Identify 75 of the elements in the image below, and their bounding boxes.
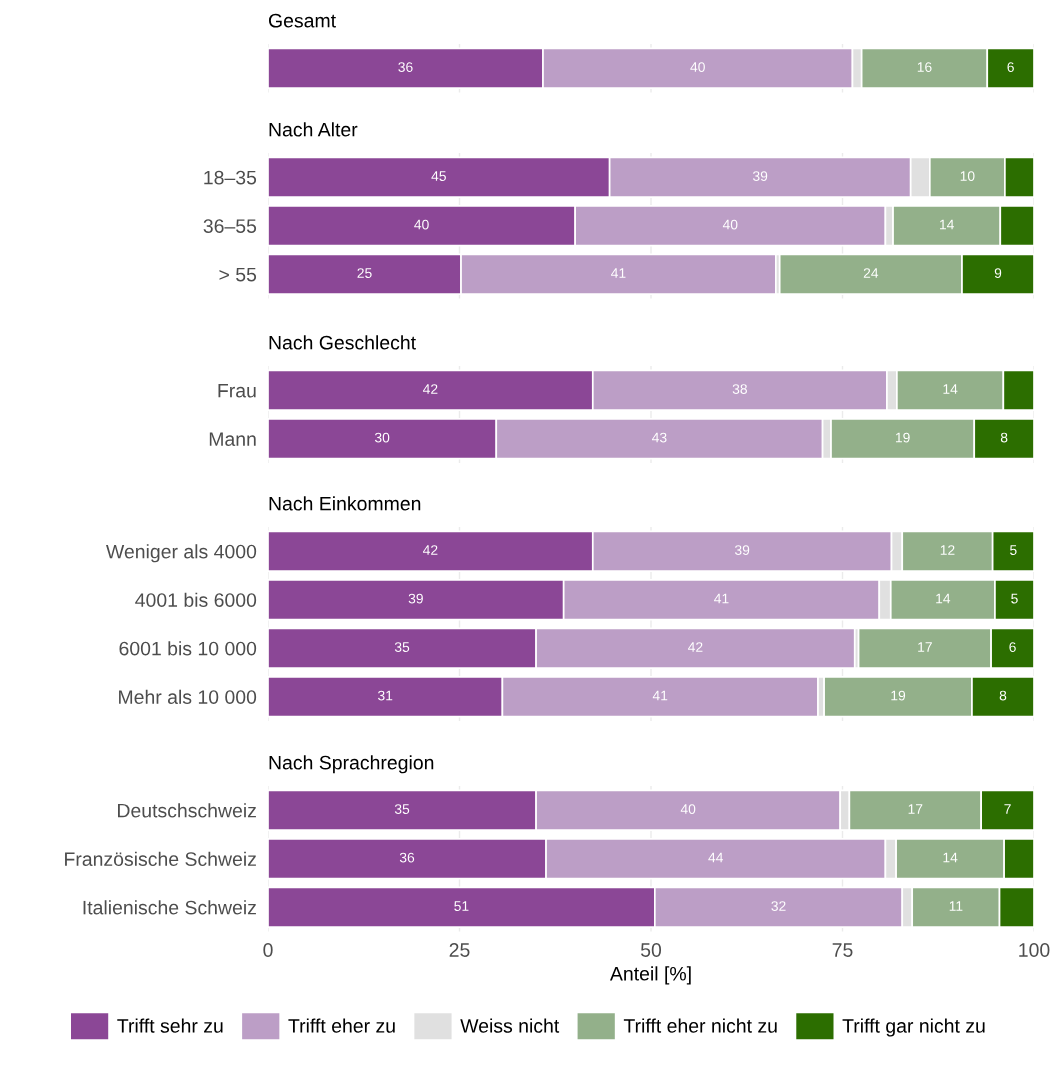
data-label: 9 (994, 268, 1002, 278)
y-tick-label: Deutschschweiz (118, 803, 256, 818)
data-label: 5 (1010, 545, 1017, 555)
data-label: 39 (734, 545, 750, 555)
data-label: 39 (752, 171, 768, 181)
legend-label: Trifft eher zu (288, 1018, 395, 1033)
chart-title: Nach Sprachregion (269, 755, 434, 774)
data-label: 30 (374, 432, 390, 443)
data-label: 43 (652, 432, 667, 443)
data-label: 51 (454, 901, 469, 911)
data-label: 14 (943, 852, 958, 863)
data-label: 31 (378, 690, 393, 701)
data-label: 16 (917, 62, 932, 72)
data-label: 39 (408, 593, 423, 604)
data-label: 38 (732, 384, 747, 394)
y-tick-label: 4001 bis 6000 (135, 592, 257, 607)
data-label: 40 (722, 219, 738, 230)
y-tick-label: 36–55 (203, 219, 257, 233)
data-label: 12 (940, 545, 955, 555)
chart-title: Gesamt (268, 13, 336, 28)
legend-label: Trifft sehr zu (117, 1018, 223, 1033)
data-label: 14 (936, 593, 951, 604)
data-label: 6 (1007, 62, 1014, 72)
data-label: 41 (714, 593, 729, 604)
data-label: 40 (680, 804, 696, 814)
data-label: 8 (1000, 432, 1008, 443)
data-label: 14 (940, 219, 954, 230)
x-tick-label: 50 (640, 943, 662, 957)
data-label: 41 (652, 690, 668, 701)
data-label: 35 (394, 642, 410, 652)
y-tick-label: Frau (218, 383, 256, 398)
data-label: 45 (431, 171, 446, 181)
data-label: 17 (908, 804, 923, 814)
y-tick-label: Französische Schweiz (65, 851, 256, 866)
data-label: 14 (943, 384, 958, 394)
data-label: 24 (863, 268, 879, 278)
x-tick-label: 0 (263, 943, 273, 957)
data-label: 10 (960, 171, 975, 181)
data-label: 41 (611, 268, 626, 278)
data-label: 40 (414, 219, 429, 230)
data-label: 19 (891, 690, 906, 701)
y-tick-label: Weniger als 4000 (106, 544, 257, 563)
legend-label: Trifft gar nicht zu (842, 1018, 985, 1037)
data-label: 35 (394, 804, 410, 814)
x-tick-label: 100 (1019, 943, 1050, 957)
x-tick-label: 25 (449, 943, 470, 957)
y-tick-label: Mann (209, 432, 256, 446)
data-label: 11 (949, 901, 963, 911)
chart-title: Nach Alter (269, 122, 358, 137)
data-label: 42 (688, 642, 703, 652)
data-label: 8 (999, 690, 1007, 701)
data-label: 36 (399, 852, 415, 863)
data-label: 42 (422, 384, 438, 394)
y-tick-label: Mehr als 10 000 (119, 689, 257, 704)
data-label: 36 (398, 62, 413, 72)
data-label: 6 (1009, 642, 1016, 652)
chart-title: Nach Einkommen (269, 496, 421, 511)
y-tick-label: Italienische Schweiz (83, 900, 256, 915)
legend-label: Weiss nicht (460, 1018, 560, 1033)
x-axis-title: Anteil [%] (609, 966, 691, 985)
data-label: 7 (1004, 804, 1011, 814)
data-label: 40 (690, 62, 705, 72)
data-label: 44 (708, 852, 724, 863)
legend-label: Trifft eher nicht zu (623, 1018, 777, 1033)
y-tick-label: > 55 (219, 267, 257, 282)
data-label: 25 (357, 268, 372, 278)
data-label: 42 (422, 545, 438, 555)
y-tick-label: 18–35 (204, 170, 257, 185)
x-tick-label: 75 (832, 943, 853, 957)
data-label: 19 (895, 432, 910, 443)
data-label: 32 (771, 901, 786, 911)
chart-title: Nach Geschlecht (269, 335, 416, 350)
y-tick-label: 6001 bis 10 000 (119, 641, 257, 656)
data-label: 17 (918, 642, 932, 652)
data-label: 5 (1011, 593, 1018, 604)
